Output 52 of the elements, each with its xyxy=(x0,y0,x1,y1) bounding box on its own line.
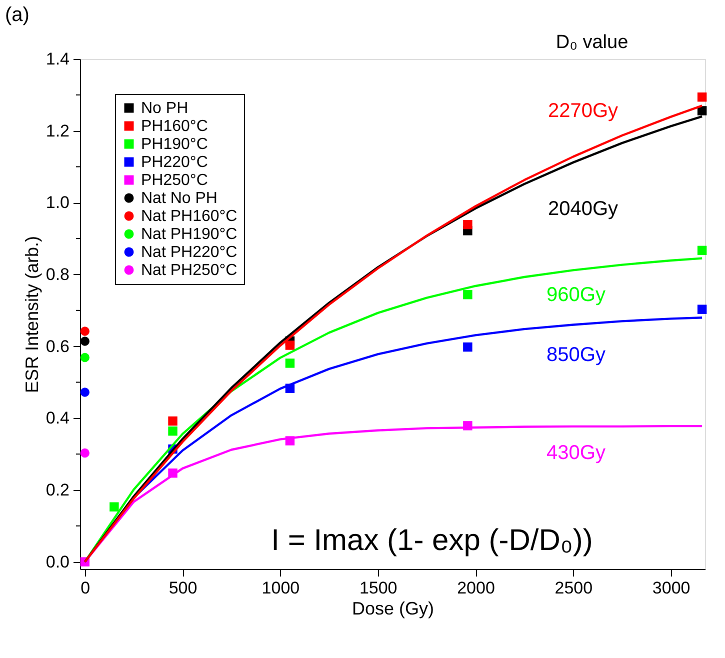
y-tick-label: 0.0 xyxy=(46,552,70,572)
legend-label: PH220°C xyxy=(141,154,208,171)
point xyxy=(697,92,707,102)
point xyxy=(697,106,707,116)
x-tick-label: 3000 xyxy=(652,578,690,598)
text: D₀ value xyxy=(556,32,628,53)
annotation: I = Imax (1- exp (-D/D₀)) xyxy=(271,524,593,557)
point xyxy=(110,502,119,512)
annotation: 430Gy xyxy=(546,442,606,464)
annotation: 850Gy xyxy=(546,344,606,366)
point xyxy=(80,352,90,362)
point xyxy=(80,388,90,397)
y-tick-label: 1.2 xyxy=(46,121,70,140)
x-tick-label: 1500 xyxy=(359,578,398,598)
legend-label: No PH xyxy=(141,100,188,117)
point xyxy=(463,342,472,352)
legend-label: PH250°C xyxy=(141,172,208,189)
point xyxy=(80,448,90,458)
annotation: 960Gy xyxy=(546,284,606,306)
x-tick-label: 2000 xyxy=(457,578,495,598)
point xyxy=(168,416,178,426)
y-axis-title: ESR Intensity (arb.) xyxy=(22,236,42,394)
annotation: 2040Gy xyxy=(548,198,618,220)
y-tick-label: 0.2 xyxy=(46,480,70,500)
text: (a) xyxy=(5,4,30,26)
legend-label: Nat No PH xyxy=(141,190,218,207)
point xyxy=(168,426,178,436)
x-tick-label: 0 xyxy=(80,578,90,598)
annotation: 2270Gy xyxy=(548,100,618,122)
y-tick-label: 0.8 xyxy=(46,264,70,284)
point xyxy=(80,326,90,336)
point xyxy=(463,290,472,300)
x-tick-label: 500 xyxy=(168,578,198,598)
point xyxy=(697,304,707,314)
x-axis-title: Dose (Gy) xyxy=(352,598,434,618)
legend-label: Nat PH220°C xyxy=(141,244,238,261)
legend-label: Nat PH160°C xyxy=(141,208,238,225)
x-tick-label: 1000 xyxy=(262,578,300,598)
legend-label: PH160°C xyxy=(141,118,208,135)
x-tick-label: 2500 xyxy=(554,578,593,598)
point xyxy=(285,358,295,368)
legend-label: PH190°C xyxy=(141,136,208,153)
y-tick-label: 0.4 xyxy=(46,408,70,428)
point xyxy=(463,220,472,230)
point xyxy=(285,340,295,350)
y-tick-label: 1.4 xyxy=(46,50,70,68)
legend-label: Nat PH250°C xyxy=(141,262,238,279)
point xyxy=(80,336,90,346)
point xyxy=(697,246,707,256)
legend-label: Nat PH190°C xyxy=(141,226,238,243)
y-tick-label: 0.6 xyxy=(46,336,70,356)
y-tick-label: 1.0 xyxy=(46,193,70,212)
